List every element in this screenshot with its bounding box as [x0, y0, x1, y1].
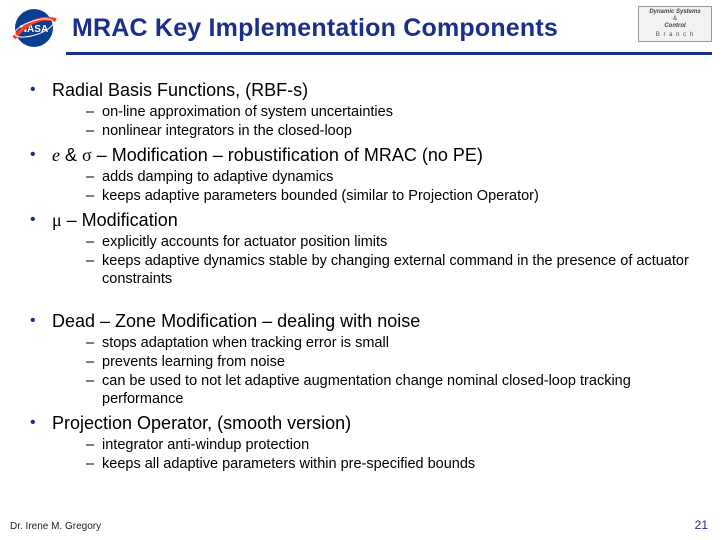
- slide-header: NASA MRAC Key Implementation Components …: [0, 0, 720, 50]
- bullet-level-2: –nonlinear integrators in the closed-loo…: [86, 122, 698, 140]
- sub-bullet-group: –explicitly accounts for actuator positi…: [86, 233, 698, 288]
- bullet-text: e & σ – Modification – robustification o…: [52, 144, 483, 166]
- sub-bullet-text: nonlinear integrators in the closed-loop: [102, 122, 352, 140]
- bullet-dash: –: [86, 187, 102, 205]
- bullet-dash: –: [86, 436, 102, 454]
- bullet-level-1: •Dead – Zone Modification – dealing with…: [30, 310, 698, 332]
- bullet-dash: –: [86, 122, 102, 140]
- bullet-level-2: –keeps adaptive parameters bounded (simi…: [86, 187, 698, 205]
- bullet-dash: –: [86, 334, 102, 352]
- sub-bullet-text: explicitly accounts for actuator positio…: [102, 233, 387, 251]
- bullet-level-2: –can be used to not let adaptive augment…: [86, 372, 698, 408]
- bullet-text: Dead – Zone Modification – dealing with …: [52, 310, 420, 332]
- branch-logo: Dynamic Systems & Control B r a n c h: [638, 6, 712, 42]
- sub-bullet-group: –adds damping to adaptive dynamics–keeps…: [86, 168, 698, 205]
- bullet-dash: –: [86, 372, 102, 408]
- bullet-level-2: –keeps adaptive dynamics stable by chang…: [86, 252, 698, 288]
- sub-bullet-text: can be used to not let adaptive augmenta…: [102, 372, 698, 408]
- bullet-level-2: –keeps all adaptive parameters within pr…: [86, 455, 698, 473]
- bullet-level-1: •Projection Operator, (smooth version): [30, 412, 698, 434]
- sub-bullet-text: keeps adaptive parameters bounded (simil…: [102, 187, 539, 205]
- sub-bullet-text: on-line approximation of system uncertai…: [102, 103, 393, 121]
- bullet-dot: •: [30, 79, 52, 101]
- sub-bullet-group: –stops adaptation when tracking error is…: [86, 334, 698, 408]
- sub-bullet-text: stops adaptation when tracking error is …: [102, 334, 389, 352]
- bullet-dot: •: [30, 144, 52, 166]
- bullet-level-2: –explicitly accounts for actuator positi…: [86, 233, 698, 251]
- bullet-text: Projection Operator, (smooth version): [52, 412, 351, 434]
- bullet-level-2: –on-line approximation of system uncerta…: [86, 103, 698, 121]
- bullet-level-1: •μ – Modification: [30, 209, 698, 231]
- nasa-logo: NASA: [8, 6, 60, 50]
- bullet-dot: •: [30, 209, 52, 231]
- bullet-level-2: –prevents learning from noise: [86, 353, 698, 371]
- bullet-level-2: –stops adaptation when tracking error is…: [86, 334, 698, 352]
- bullet-dash: –: [86, 252, 102, 288]
- bullet-level-1: •Radial Basis Functions, (RBF-s): [30, 79, 698, 101]
- sub-bullet-text: integrator anti-windup protection: [102, 436, 309, 454]
- bullet-dot: •: [30, 412, 52, 434]
- slide-content: •Radial Basis Functions, (RBF-s)–on-line…: [0, 55, 720, 473]
- bullet-text: Radial Basis Functions, (RBF-s): [52, 79, 308, 101]
- bullet-dash: –: [86, 233, 102, 251]
- slide-title: MRAC Key Implementation Components: [72, 14, 558, 43]
- bullet-level-2: –integrator anti-windup protection: [86, 436, 698, 454]
- bullet-dash: –: [86, 353, 102, 371]
- footer-author: Dr. Irene M. Gregory: [10, 521, 101, 532]
- bullet-dash: –: [86, 168, 102, 186]
- sub-bullet-text: keeps adaptive dynamics stable by changi…: [102, 252, 698, 288]
- bullet-text: μ – Modification: [52, 209, 178, 231]
- sub-bullet-group: –integrator anti-windup protection–keeps…: [86, 436, 698, 473]
- bullet-dash: –: [86, 103, 102, 121]
- bullet-dot: •: [30, 310, 52, 332]
- sub-bullet-text: keeps all adaptive parameters within pre…: [102, 455, 475, 473]
- sub-bullet-text: adds damping to adaptive dynamics: [102, 168, 333, 186]
- bullet-dash: –: [86, 455, 102, 473]
- sub-bullet-text: prevents learning from noise: [102, 353, 285, 371]
- sub-bullet-group: –on-line approximation of system uncerta…: [86, 103, 698, 140]
- bullet-level-2: –adds damping to adaptive dynamics: [86, 168, 698, 186]
- footer-page-number: 21: [695, 518, 708, 532]
- bullet-level-1: •e & σ – Modification – robustification …: [30, 144, 698, 166]
